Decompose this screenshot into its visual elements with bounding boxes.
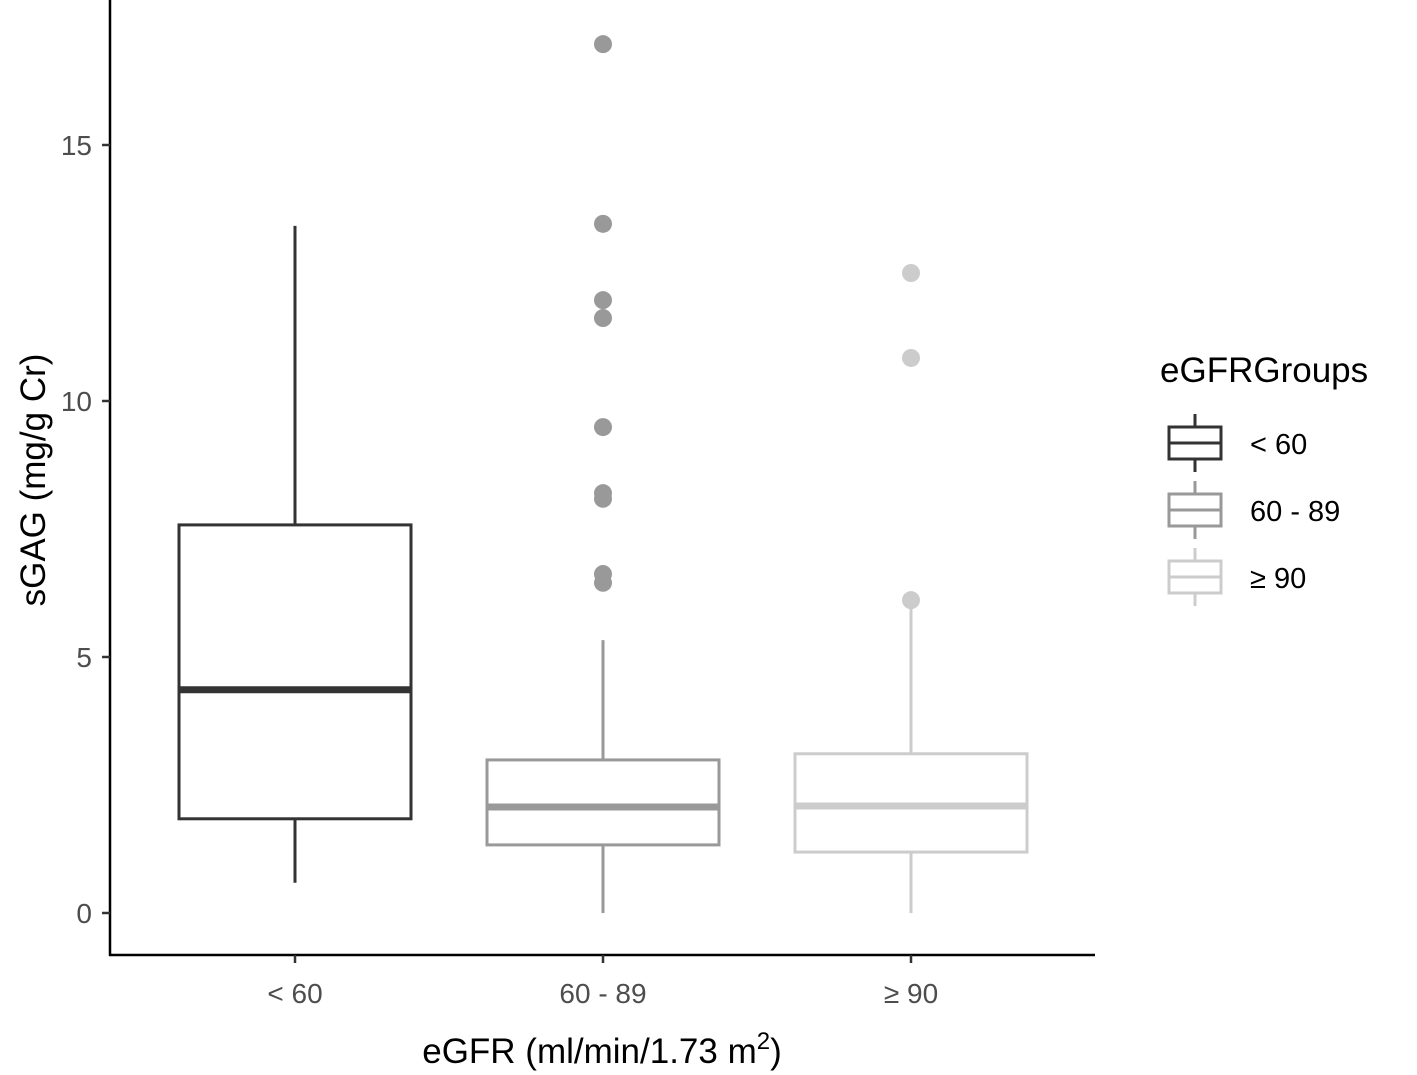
outlier-point — [594, 309, 612, 328]
legend-entry: < 60 — [1167, 414, 1307, 472]
legend-label: 60 - 89 — [1250, 496, 1340, 528]
x-tick-label: 60 - 89 — [559, 978, 646, 1009]
x-tick-label: < 60 — [267, 978, 322, 1009]
outlier-point — [594, 214, 612, 233]
box-group — [793, 264, 1029, 913]
y-tick-label: 15 — [61, 130, 92, 161]
box — [177, 523, 413, 821]
x-axis-title-superscript: 2 — [757, 1028, 770, 1055]
outlier-point — [902, 348, 920, 367]
outlier-point — [594, 418, 612, 437]
y-axis-title: sGAG (mg/g Cr) — [14, 354, 53, 607]
legend-label: ≥ 90 — [1250, 563, 1306, 595]
x-ticks: < 60 60 - 89 ≥ 90 — [267, 955, 938, 1009]
x-tick-label: ≥ 90 — [884, 978, 938, 1009]
y-ticks: 0 5 10 15 — [61, 130, 110, 929]
outlier-point — [902, 264, 920, 282]
outlier-point — [594, 291, 612, 310]
box-group — [177, 225, 413, 883]
legend-entry: ≥ 90 — [1167, 548, 1306, 606]
y-tick-label: 10 — [61, 386, 92, 417]
plot-area — [177, 35, 1029, 913]
outlier-point — [594, 35, 612, 54]
outlier-point — [594, 573, 612, 592]
outlier-point — [594, 489, 612, 508]
legend-label: < 60 — [1250, 429, 1307, 461]
y-tick-label: 0 — [76, 898, 92, 929]
box — [485, 758, 721, 847]
box-group — [485, 35, 721, 913]
x-axis-title: eGFR (ml/min/1.73 m2) — [422, 1028, 782, 1071]
y-tick-label: 5 — [76, 642, 92, 673]
legend: eGFRGroups < 60 60 - 89 ≥ 90 — [1160, 351, 1368, 606]
legend-entry: 60 - 89 — [1167, 481, 1340, 539]
legend-title: eGFRGroups — [1160, 351, 1368, 390]
outlier-point — [902, 591, 920, 610]
